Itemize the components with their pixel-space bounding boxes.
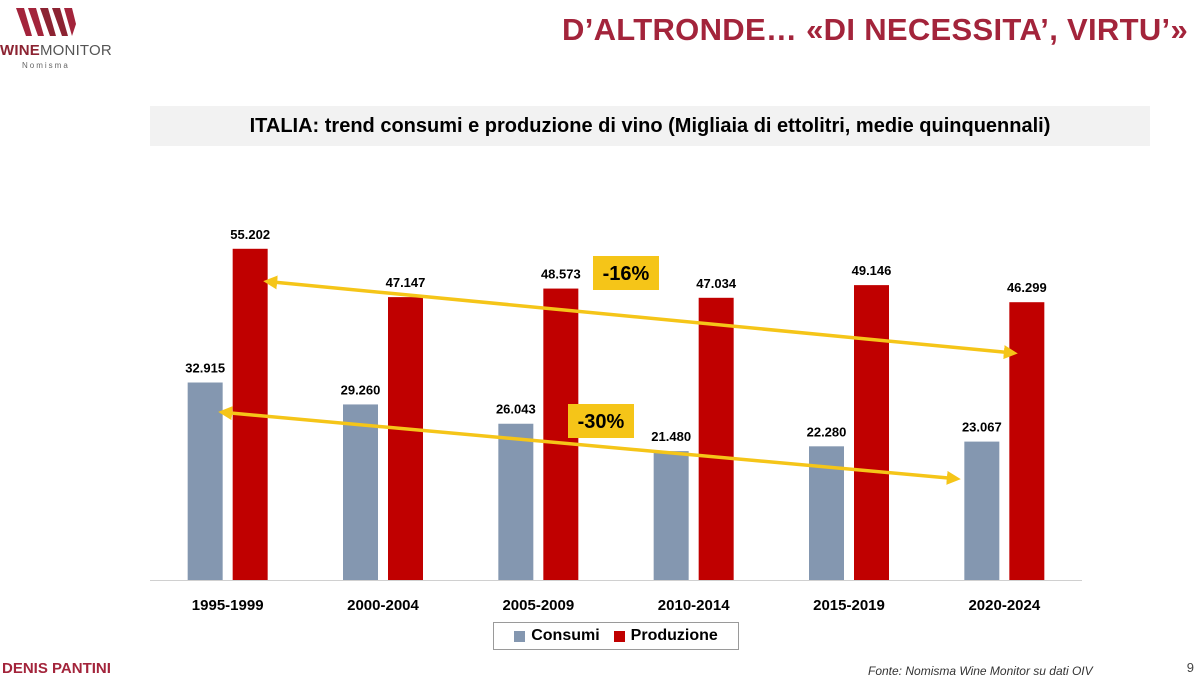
data-label-consumi-2015-2019: 22.280: [807, 424, 847, 439]
data-label-consumi-2010-2014: 21.480: [651, 429, 691, 444]
legend-item-produzione: Produzione: [613, 627, 718, 645]
data-label-produzione-2015-2019: 49.146: [852, 263, 892, 278]
page-number: 9: [1186, 660, 1194, 675]
bar-consumi-1995-1999: [187, 382, 223, 580]
wine-monitor-logo: WINEMONITOR Nomisma: [0, 6, 112, 70]
trend-arrow-produzione: [263, 275, 1018, 360]
x-tick-label-2010-2014: 2010-2014: [658, 597, 730, 614]
data-label-produzione-1995-1999: 55.202: [230, 227, 270, 242]
wine-monitor-logo-icon: [16, 8, 76, 36]
data-label-consumi-2020-2024: 23.067: [962, 420, 1002, 435]
trend-arrow-consumi: [218, 406, 961, 485]
trend-badge-label-consumi: -30%: [578, 411, 625, 433]
trend-badge-consumi: [568, 404, 634, 438]
bar-produzione-2015-2019: [854, 285, 889, 580]
chart-title-box: ITALIA: trend consumi e produzione di vi…: [150, 106, 1150, 146]
logo-subtitle: Nomisma: [22, 61, 70, 70]
x-tick-label-2015-2019: 2015-2019: [813, 597, 885, 614]
trend-badge-produzione: [593, 256, 659, 290]
logo-text-bold: WINE: [0, 42, 40, 59]
data-label-consumi-2000-2004: 29.260: [341, 382, 381, 397]
chart-legend: Consumi Produzione: [493, 622, 739, 650]
bar-consumi-2005-2009: [498, 423, 534, 580]
x-tick-label-2000-2004: 2000-2004: [347, 597, 419, 614]
bar-produzione-2000-2004: [388, 297, 423, 580]
data-label-produzione-2020-2024: 46.299: [1007, 280, 1047, 295]
trend-badge-label-produzione: -16%: [603, 263, 650, 285]
data-label-consumi-2005-2009: 26.043: [496, 402, 536, 417]
data-label-produzione-2000-2004: 47.147: [386, 275, 426, 290]
legend-swatch-consumi: [514, 630, 526, 642]
legend-swatch-produzione: [613, 630, 625, 642]
bar-produzione-2020-2024: [1009, 302, 1045, 580]
legend-label-consumi: Consumi: [531, 627, 600, 644]
bar-consumi-2000-2004: [343, 404, 378, 580]
data-label-consumi-1995-1999: 32.915: [185, 361, 225, 376]
bar-produzione-2010-2014: [698, 297, 734, 580]
source-note: Fonte: Nomisma Wine Monitor su dati OIV: [868, 664, 1093, 678]
logo-text: WINEMONITOR: [0, 42, 112, 59]
bar-consumi-2010-2014: [653, 451, 689, 580]
data-label-produzione-2010-2014: 47.034: [696, 276, 737, 291]
legend-label-produzione: Produzione: [630, 627, 718, 644]
x-tick-label-2005-2009: 2005-2009: [502, 597, 574, 614]
legend-item-consumi: Consumi: [514, 627, 600, 645]
chart-title: ITALIA: trend consumi e produzione di vi…: [249, 115, 1051, 137]
data-label-produzione-2005-2009: 48.573: [541, 267, 581, 282]
x-tick-label-2020-2024: 2020-2024: [968, 597, 1040, 614]
slide-title: D’ALTRONDE… «DI NECESSITA’, VIRTU’»: [562, 12, 1188, 47]
bar-consumi-2020-2024: [964, 441, 1000, 580]
logo-text-rest: MONITOR: [39, 42, 112, 59]
x-tick-label-1995-1999: 1995-1999: [192, 597, 264, 614]
author-name: DENIS PANTINI: [2, 660, 111, 677]
